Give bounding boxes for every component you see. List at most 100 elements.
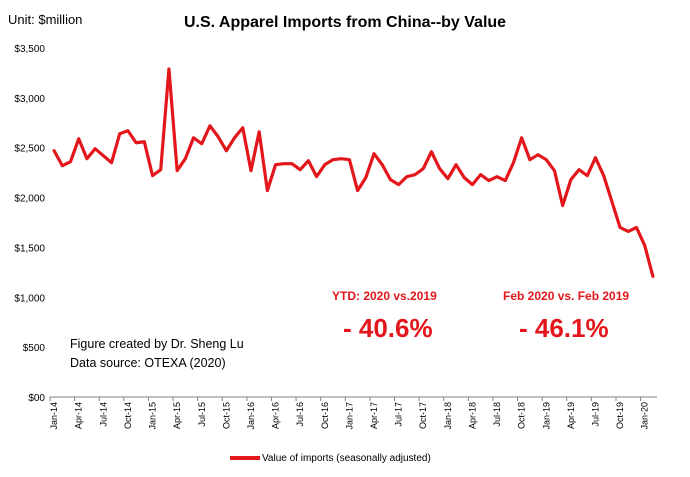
- unit-label: Unit: $million: [8, 12, 82, 27]
- x-tick-label: Apr-16: [271, 402, 281, 429]
- data-point: [356, 189, 358, 191]
- x-tick-label: Jan-17: [344, 402, 354, 430]
- data-point: [561, 204, 563, 206]
- x-tick-label: Apr-14: [74, 402, 84, 429]
- data-point: [438, 167, 440, 169]
- data-point: [594, 156, 596, 158]
- x-tick-label: Jan-14: [49, 402, 59, 430]
- x-tick-label: Jul-17: [394, 402, 404, 427]
- y-tick-label: $2,000: [14, 194, 45, 205]
- data-point: [520, 137, 522, 139]
- x-tick-label: Oct-17: [418, 402, 428, 429]
- y-tick-label: $3,500: [14, 44, 45, 55]
- chart-title: U.S. Apparel Imports from China--by Valu…: [184, 14, 506, 31]
- data-point: [635, 226, 637, 228]
- data-point: [209, 125, 211, 127]
- data-point: [652, 275, 654, 277]
- x-axis: Jan-14 Apr-14 Jul-14 Oct-14 Jan-15 Apr-15 Jul-…: [49, 396, 657, 430]
- data-point: [545, 158, 547, 160]
- feb-change-value: - 46.1%: [519, 313, 609, 343]
- series-line-imports: [52, 67, 655, 278]
- x-tick-label: Jan-18: [443, 402, 453, 430]
- data-point: [127, 130, 129, 132]
- data-point: [496, 175, 498, 177]
- data-point: [447, 177, 449, 179]
- data-point: [627, 230, 629, 232]
- x-tick-label: Oct-19: [615, 402, 625, 429]
- y-tick-label: $1,000: [14, 293, 45, 304]
- data-point: [602, 174, 604, 176]
- data-point: [250, 169, 252, 171]
- ytd-change-value: - 40.6%: [343, 313, 433, 343]
- data-point: [110, 161, 112, 163]
- data-point: [422, 167, 424, 169]
- y-tick-label: $3,000: [14, 94, 45, 105]
- feb-comparison-label: Feb 2020 vs. Feb 2019: [503, 289, 629, 303]
- data-point: [299, 168, 301, 170]
- x-tick-label: Apr-15: [172, 402, 182, 429]
- data-point: [529, 158, 531, 160]
- ytd-comparison-label: YTD: 2020 vs.2019: [332, 289, 437, 303]
- data-point: [119, 133, 121, 135]
- data-point: [307, 159, 309, 161]
- x-tick-label: Jul-16: [295, 402, 305, 427]
- y-tick-label: $500: [23, 343, 46, 354]
- data-point: [53, 150, 55, 152]
- credit-source: Data source: OTEXA (2020): [70, 356, 226, 370]
- data-point: [102, 154, 104, 156]
- data-point: [619, 226, 621, 228]
- data-point: [242, 127, 244, 129]
- data-point: [406, 175, 408, 177]
- data-point: [258, 131, 260, 133]
- x-tick-label: Jan-19: [541, 402, 551, 430]
- data-point: [479, 173, 481, 175]
- data-point: [455, 163, 457, 165]
- x-tick-label: Apr-17: [369, 402, 379, 429]
- data-point: [69, 160, 71, 162]
- y-tick-label: $2,500: [14, 144, 45, 155]
- credit-author: Figure created by Dr. Sheng Lu: [70, 337, 244, 351]
- x-tick-label: Apr-18: [467, 402, 477, 429]
- x-tick-label: Apr-19: [566, 402, 576, 429]
- x-tick-label: Jul-19: [590, 402, 600, 427]
- data-point: [94, 148, 96, 150]
- data-point: [184, 157, 186, 159]
- x-tick-label: Oct-16: [320, 402, 330, 429]
- data-point: [151, 174, 153, 176]
- data-point: [644, 244, 646, 246]
- data-point: [340, 157, 342, 159]
- data-point: [78, 138, 80, 140]
- data-point: [135, 142, 137, 144]
- x-tick-label: Jan-20: [640, 402, 650, 430]
- x-tick-label: Jul-15: [197, 402, 207, 427]
- y-axis: $00 $500 $1,000 $1,500 $2,000 $2,500 $3,000 $3,…: [14, 44, 45, 404]
- data-point: [283, 162, 285, 164]
- data-point: [61, 164, 63, 166]
- x-tick-label: Jul-14: [98, 402, 108, 427]
- plot-area: [52, 67, 655, 278]
- data-point: [463, 176, 465, 178]
- data-point: [266, 189, 268, 191]
- data-point: [430, 151, 432, 153]
- data-point: [504, 179, 506, 181]
- data-point: [233, 137, 235, 139]
- data-point: [389, 178, 391, 180]
- data-point: [611, 200, 613, 202]
- data-point: [274, 163, 276, 165]
- y-tick-label: $1,500: [14, 243, 45, 254]
- data-point: [315, 175, 317, 177]
- data-point: [365, 176, 367, 178]
- data-point: [471, 183, 473, 185]
- data-point: [578, 168, 580, 170]
- data-point: [324, 163, 326, 165]
- data-point: [397, 183, 399, 185]
- data-point: [570, 178, 572, 180]
- data-point: [143, 141, 145, 143]
- data-point: [291, 162, 293, 164]
- data-point: [160, 168, 162, 170]
- x-tick-label: Oct-14: [123, 402, 133, 429]
- x-tick-label: Oct-15: [221, 402, 231, 429]
- data-point: [553, 169, 555, 171]
- data-point: [201, 143, 203, 145]
